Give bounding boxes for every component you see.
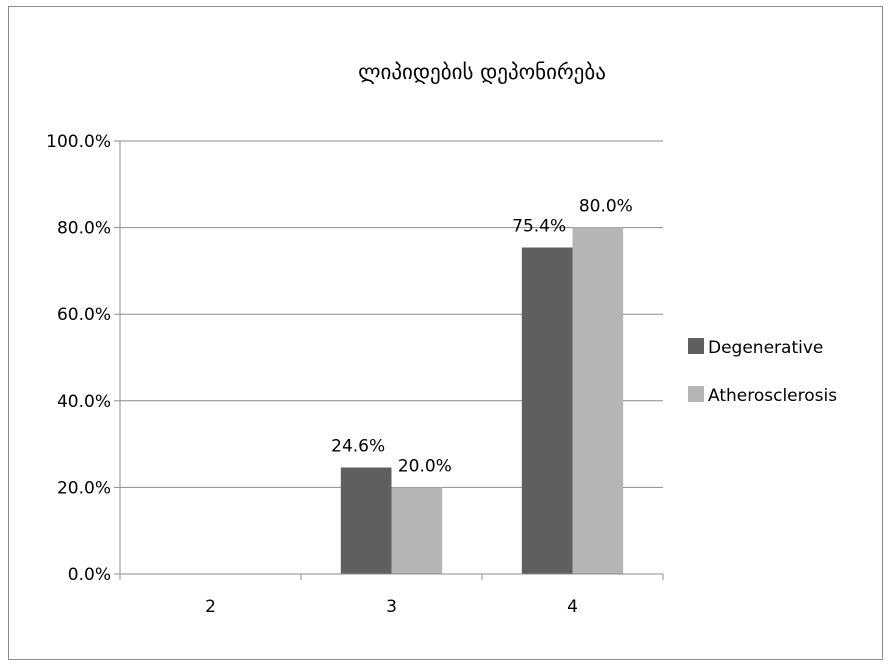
x-tick-label: 4 bbox=[567, 597, 578, 617]
x-tick-label: 2 bbox=[205, 597, 216, 617]
x-tick-label: 3 bbox=[386, 597, 397, 617]
chart-frame bbox=[8, 6, 883, 660]
bar-atherosclerosis-4 bbox=[572, 227, 624, 574]
y-tick-label: 80.0% bbox=[57, 219, 111, 239]
y-axis-ticks: 0.0% 20.0% 40.0% 60.0% 80.0% 100.0% bbox=[46, 132, 120, 585]
data-label: 75.4% bbox=[512, 217, 566, 237]
legend-label: Degenerative bbox=[708, 338, 823, 358]
bars bbox=[340, 227, 624, 574]
bar-degenerative-4 bbox=[521, 247, 573, 574]
y-tick-label: 60.0% bbox=[57, 305, 111, 325]
data-labels: 24.6% 20.0% 75.4% 80.0% bbox=[331, 197, 633, 477]
legend-swatch bbox=[688, 338, 704, 354]
y-tick-label: 0.0% bbox=[68, 565, 111, 585]
legend-label: Atherosclerosis bbox=[708, 386, 837, 406]
data-label: 24.6% bbox=[331, 436, 385, 456]
bar-degenerative-3 bbox=[340, 467, 392, 574]
data-label: 20.0% bbox=[398, 456, 452, 476]
y-tick-label: 100.0% bbox=[46, 132, 111, 152]
chart-title: ლიპიდების დეპონირება bbox=[358, 60, 606, 84]
bar-atherosclerosis-3 bbox=[391, 487, 443, 574]
y-tick-label: 40.0% bbox=[57, 392, 111, 412]
y-tick-label: 20.0% bbox=[57, 478, 111, 498]
x-axis-ticks: 2 3 4 bbox=[119, 574, 664, 617]
legend: Degenerative Atherosclerosis bbox=[688, 338, 837, 406]
data-label: 80.0% bbox=[579, 197, 633, 217]
legend-swatch bbox=[688, 386, 704, 402]
